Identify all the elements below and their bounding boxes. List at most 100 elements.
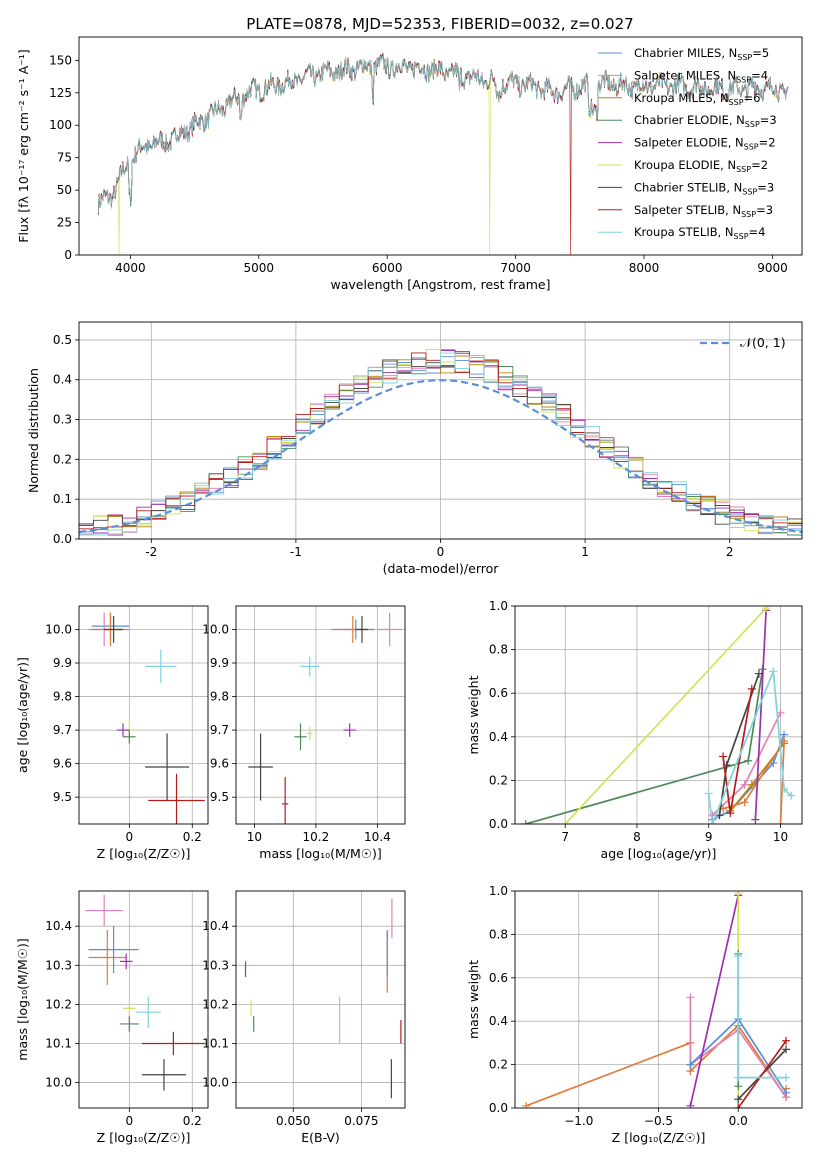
spectrum-legend: Chabrier MILES, NSSP=5 Salpeter MILES, NS… <box>598 46 777 241</box>
legend-entry-label: Kroupa STELIB, NSSP=4 <box>634 225 765 241</box>
panel-residuals: -2 -1 0 1 2 0.0 0.1 0.2 0.3 0.4 0.5 (data-model)/er… <box>26 321 803 576</box>
data-point-marker <box>734 1095 743 1104</box>
plot-area <box>244 898 402 1099</box>
x-tick-label: 5000 <box>244 261 275 275</box>
data-point-marker <box>704 789 713 798</box>
legend-entry-label: Salpeter MILES, NSSP=4 <box>634 68 768 84</box>
y-tick-label: 9.8 <box>210 690 229 704</box>
legend-entry-label: Kroupa ELODIE, NSSP=2 <box>634 158 768 174</box>
panel-weight-vs-Z: −1.0 −0.5 0.0 0.0 0.2 0.4 0.6 0.8 1.0 Z [log₁₀(Z/… <box>466 884 803 1145</box>
y-tick-label: 9.7 <box>53 723 72 737</box>
plot-area <box>97 52 789 255</box>
spectrum-series-line <box>97 54 789 213</box>
legend-entry-label: 𝒩(0, 1) <box>740 335 786 350</box>
axes-frame <box>514 605 803 825</box>
plot-area <box>85 894 205 1091</box>
y-tick-label: 9.6 <box>210 757 229 771</box>
x-axis-label: wavelength [Angstrom, rest frame] <box>330 277 550 292</box>
data-point-marker <box>561 820 570 824</box>
data-point-marker <box>522 1101 531 1108</box>
x-tick-label: 4000 <box>115 261 146 275</box>
plot-area <box>79 348 802 536</box>
mass-weight-series-line <box>737 956 787 1079</box>
x-tick-label: 9 <box>705 830 713 844</box>
y-tick-label: 0.0 <box>53 532 72 546</box>
y-tick-label: 10.3 <box>45 958 72 972</box>
normal-reference-curve <box>79 379 802 534</box>
data-point-marker <box>776 820 785 824</box>
plot-area <box>248 612 402 824</box>
y-tick-label: 0.5 <box>53 333 72 347</box>
y-tick-label: 0.4 <box>489 1014 508 1028</box>
data-point-marker <box>686 993 695 1002</box>
y-tick-label: 9.5 <box>53 790 72 804</box>
mass-weight-series-line <box>525 1024 787 1107</box>
x-tick-label: 1 <box>581 545 589 559</box>
plot-area <box>522 891 791 1108</box>
data-point-marker <box>782 1045 791 1054</box>
y-tick-label: 0.0 <box>489 1101 508 1115</box>
y-tick-label: 9.9 <box>53 656 72 670</box>
panel-age-vs-Z: 0 0.2 9.5 9.6 9.7 9.8 9.9 10.0 Z [log₁₀(Z/Z☉)] ag… <box>15 605 209 861</box>
data-point-marker <box>734 1082 743 1091</box>
plot-area <box>88 612 205 824</box>
y-axis-label: age [log₁₀(age/yr)] <box>15 657 30 773</box>
data-point-marker <box>769 667 778 676</box>
y-tick-label: 50 <box>57 183 72 197</box>
y-tick-label: 9.5 <box>210 790 229 804</box>
y-tick-label: 10.0 <box>45 1076 72 1090</box>
y-tick-label: 10.2 <box>202 997 229 1011</box>
axes-frame <box>235 605 406 825</box>
y-tick-label: 0.0 <box>489 817 508 831</box>
y-axis-label: mass [log₁₀(M/M☉)] <box>15 938 30 1060</box>
x-tick-label: 10 <box>247 830 262 844</box>
x-tick-label: 0.2 <box>183 830 202 844</box>
x-tick-label: 0.2 <box>183 1114 202 1128</box>
axes-frame <box>78 36 803 256</box>
y-tick-label: 1.0 <box>489 599 508 613</box>
histogram-step-line <box>79 352 802 536</box>
data-point-marker <box>734 952 743 961</box>
x-tick-label: 6000 <box>372 261 403 275</box>
y-tick-label: 10.4 <box>45 919 72 933</box>
y-axis-label: mass weight <box>466 675 481 754</box>
y-tick-label: 10.1 <box>45 1036 72 1050</box>
y-tick-label: 9.9 <box>210 656 229 670</box>
data-point-marker <box>782 1088 791 1097</box>
x-tick-label: 8 <box>633 830 641 844</box>
axes-frame <box>78 321 803 540</box>
mass-weight-series-line <box>718 673 760 816</box>
x-tick-label: 10.2 <box>303 830 330 844</box>
legend-entry-label: Chabrier STELIB, NSSP=3 <box>634 180 774 196</box>
data-point-marker <box>734 1073 743 1082</box>
x-axis-label: Z [log₁₀(Z/Z☉)] <box>97 1130 191 1145</box>
y-tick-label: 0.6 <box>489 971 508 985</box>
x-axis-label: mass [log₁₀(M/M☉)] <box>259 846 381 861</box>
y-tick-label: 0.8 <box>489 643 508 657</box>
y-tick-label: 10.0 <box>45 622 72 636</box>
figure-title: PLATE=0878, MJD=52353, FIBERID=0032, z=0… <box>246 15 633 33</box>
x-axis-label: age [log₁₀(age/yr)] <box>601 846 717 861</box>
mass-weight-series-line <box>689 997 787 1098</box>
y-tick-label: 0.2 <box>489 1058 508 1072</box>
panel-spectrum: 4000 5000 6000 7000 8000 9000 0 25 50 75 100 125 150… <box>16 36 803 292</box>
x-tick-label: 0 <box>126 830 134 844</box>
legend-entry-label: Salpeter ELODIE, NSSP=2 <box>634 136 776 152</box>
plot-area <box>521 606 796 824</box>
y-tick-label: 0.2 <box>53 452 72 466</box>
x-axis-label: Z [log₁₀(Z/Z☉)] <box>97 846 191 861</box>
x-axis-label: (data-model)/error <box>383 561 500 576</box>
y-tick-label: 9.8 <box>53 690 72 704</box>
panel-mass-vs-EBV: 0.050 0.075 10.0 10.1 10.2 10.3 10.4 E(B-V) <box>202 890 406 1145</box>
x-tick-label: 0 <box>126 1114 134 1128</box>
y-axis-label: mass weight <box>466 960 481 1039</box>
data-point-marker <box>782 1036 791 1045</box>
y-tick-label: 10.3 <box>202 958 229 972</box>
x-tick-label: 2 <box>726 545 734 559</box>
y-tick-label: 10.1 <box>202 1036 229 1050</box>
mass-weight-series-line <box>722 738 786 824</box>
data-point-marker <box>744 756 753 765</box>
y-tick-label: 0.2 <box>489 773 508 787</box>
data-point-marker <box>740 798 749 807</box>
